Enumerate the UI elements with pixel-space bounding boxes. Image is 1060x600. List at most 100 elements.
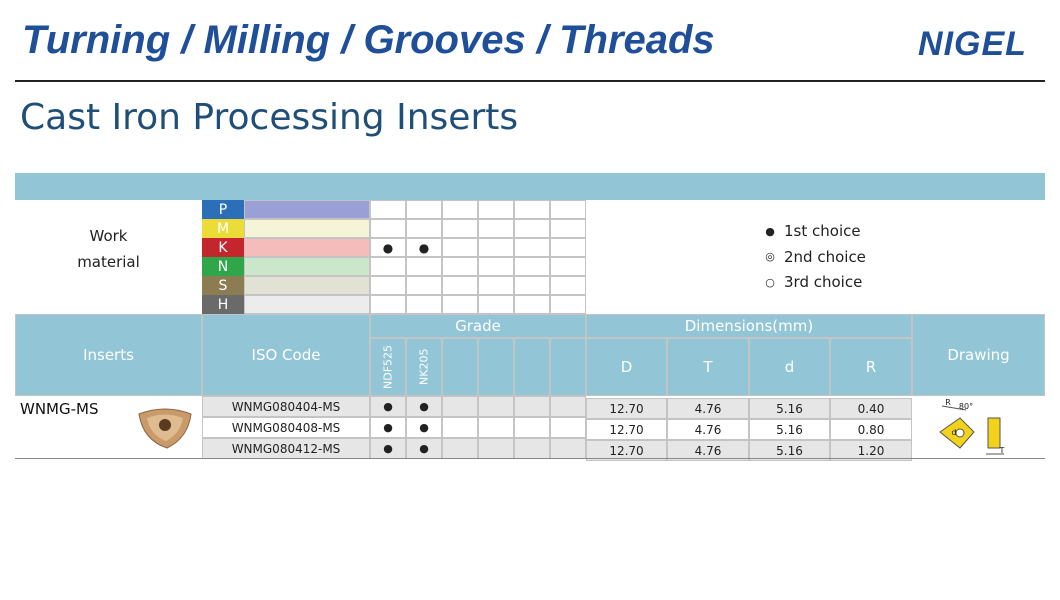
grade-head: [442, 338, 478, 396]
col-grade: Grade: [370, 314, 586, 338]
grade-cell: [406, 238, 442, 257]
grade-cell: [406, 417, 442, 438]
grade-cell: [442, 219, 478, 238]
grade-cell: [406, 295, 442, 314]
drawing-label: d: [951, 427, 957, 437]
material-code: H: [202, 295, 244, 314]
dim-value: 12.70: [586, 440, 667, 461]
grade-cell: [406, 200, 442, 219]
grade-mark: ●: [383, 400, 393, 413]
grade-cell: [442, 417, 478, 438]
grade-mark: ●: [382, 240, 394, 255]
work-material-label: material: [77, 253, 140, 271]
grade-cell: [550, 238, 586, 257]
grade-cell: [442, 295, 478, 314]
grade-cell: [442, 396, 478, 417]
grade-cell: [478, 219, 514, 238]
dim-head: T: [667, 338, 749, 396]
dim-value: 1.20: [830, 440, 912, 461]
drawing-label: 80°: [958, 401, 974, 411]
iso-code: WNMG080408-MS: [202, 417, 370, 438]
grade-cell: [514, 257, 550, 276]
grade-cell: [442, 438, 478, 459]
grade-cell: [406, 396, 442, 417]
dim-value: 12.70: [586, 419, 667, 440]
grade-cell: [550, 295, 586, 314]
grade-cell: [478, 396, 514, 417]
grade-cell: [442, 238, 478, 257]
grade-cell: [370, 238, 406, 257]
grade-cell: [550, 417, 586, 438]
grade-head: [514, 338, 550, 396]
grade-cell: [442, 276, 478, 295]
grade-cell: [478, 200, 514, 219]
header-rule: [15, 80, 1045, 82]
iso-code: WNMG080404-MS: [202, 396, 370, 417]
grade-head: [406, 338, 442, 396]
dim-value: 5.16: [749, 398, 830, 419]
col-drawing: Drawing: [912, 314, 1045, 396]
grade-cell: [370, 295, 406, 314]
material-bar: [244, 200, 370, 219]
legend-label: 1st choice: [784, 222, 861, 240]
grade-cell: [442, 257, 478, 276]
material-code: N: [202, 257, 244, 276]
col-iso: ISO Code: [202, 314, 370, 396]
dim-value: 0.40: [830, 398, 912, 419]
grade-mark: ●: [419, 400, 429, 413]
grade-cell: [514, 295, 550, 314]
material-bar: [244, 257, 370, 276]
grade-cell: [370, 257, 406, 276]
grade-cell: [550, 276, 586, 295]
material-bar: [244, 295, 370, 314]
dim-head: R: [830, 338, 912, 396]
dim-head: D: [586, 338, 667, 396]
grade-cell: [478, 257, 514, 276]
grade-cell: [442, 200, 478, 219]
iso-code: WNMG080412-MS: [202, 438, 370, 459]
drawing-label: T: [999, 445, 1005, 455]
grade-cell: [514, 219, 550, 238]
material-bar: [244, 276, 370, 295]
dim-value: 4.76: [667, 440, 749, 461]
grade-cell: [478, 295, 514, 314]
drawing: [939, 405, 1004, 455]
subtitle: Cast Iron Processing Inserts: [20, 96, 519, 138]
col-dimensions: Dimensions(mm): [586, 314, 912, 338]
legend-symbol: ◎: [765, 250, 775, 263]
legend-label: 3rd choice: [784, 273, 863, 291]
grade-cell: [406, 276, 442, 295]
top-band: [15, 173, 1045, 200]
grade-cell: [514, 438, 550, 459]
dim-value: 5.16: [749, 419, 830, 440]
material-bar: [244, 238, 370, 257]
grade-mark: ●: [383, 442, 393, 455]
grade-cell: [406, 257, 442, 276]
grade-head: [550, 338, 586, 396]
header-title: Turning / Milling / Grooves / Threads: [22, 17, 715, 62]
grade-name: NDF525: [381, 344, 395, 390]
grade-cell: [514, 276, 550, 295]
grade-cell: [478, 276, 514, 295]
legend-symbol: ○: [765, 275, 775, 289]
grade-head: [370, 338, 406, 396]
grade-mark: ●: [419, 421, 429, 434]
dim-value: 4.76: [667, 419, 749, 440]
work-material-label: Work: [89, 227, 128, 245]
grade-cell: [550, 257, 586, 276]
grade-cell: [550, 438, 586, 459]
grade-name: NK205: [417, 348, 431, 386]
grade-cell: [406, 219, 442, 238]
material-code: P: [202, 200, 244, 219]
grade-mark: ●: [383, 421, 393, 434]
dim-value: 5.16: [749, 440, 830, 461]
material-code: S: [202, 276, 244, 295]
grade-cell: [550, 219, 586, 238]
grade-mark: ●: [419, 442, 429, 455]
insert-name: WNMG-MS: [20, 400, 99, 418]
grade-cell: [370, 417, 406, 438]
dim-value: 0.80: [830, 419, 912, 440]
legend-label: 2nd choice: [784, 247, 866, 266]
logo: NIGEL: [918, 24, 1027, 63]
